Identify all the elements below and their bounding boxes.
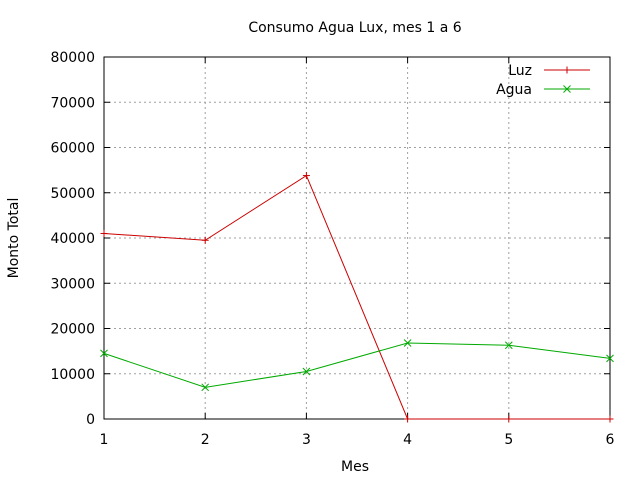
series-line-agua (103, 342, 611, 388)
legend-label-luz: Luz (508, 63, 532, 79)
y-tick-label: 70000 (50, 95, 95, 111)
x-tick-label: 4 (403, 432, 412, 448)
x-tick-label: 5 (504, 432, 513, 448)
y-axis-label: Monto Total (6, 198, 22, 279)
x-tick-label: 2 (201, 432, 210, 448)
legend-label-agua: Agua (496, 82, 532, 98)
y-tick-label: 50000 (50, 186, 95, 202)
x-tick-label: 1 (100, 432, 109, 448)
axis-ticks: 0 10000 20000 30000 40000 50000 60000 70000 8000… (50, 50, 614, 448)
data-point-luz (606, 415, 614, 423)
y-tick-label: 20000 (50, 322, 95, 338)
y-tick-label: 10000 (50, 367, 95, 383)
y-tick-label: 40000 (50, 231, 95, 247)
data-point-luz (404, 415, 412, 423)
data-point-luz (505, 415, 513, 423)
data-point-agua (100, 349, 108, 358)
x-tick-label: 6 (606, 432, 615, 448)
y-tick-label: 60000 (50, 141, 95, 157)
data-point-agua (606, 354, 614, 363)
data-point-luz (302, 172, 310, 180)
data-point-luz (100, 229, 108, 237)
x-tick-label: 3 (302, 432, 311, 448)
data-point-agua (504, 341, 513, 350)
x-axis-label: Mes (341, 459, 369, 475)
gridlines (104, 57, 610, 419)
data-point-agua (302, 367, 311, 376)
data-point-agua (403, 339, 412, 347)
legend: Luz Agua (496, 63, 590, 98)
y-tick-label: 80000 (50, 50, 95, 66)
data-point-luz (201, 236, 209, 244)
series-group (100, 172, 614, 423)
legend-marker-agua (563, 85, 571, 93)
y-tick-label: 30000 (50, 276, 95, 292)
chart-title: Consumo Agua Lux, mes 1 a 6 (248, 20, 461, 36)
data-point-agua (201, 383, 210, 392)
y-tick-label: 0 (86, 412, 95, 428)
series-line-luz (103, 174, 610, 420)
legend-marker-luz (563, 66, 571, 74)
